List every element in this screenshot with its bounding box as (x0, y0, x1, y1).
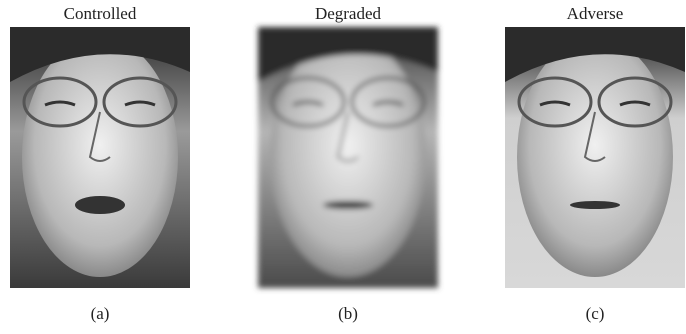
face-image (10, 27, 190, 288)
panel-title: Adverse (567, 4, 624, 23)
mouth (323, 201, 373, 209)
face (517, 37, 673, 277)
face (270, 37, 426, 277)
mouth (75, 196, 125, 214)
face-image (258, 27, 438, 288)
panel-caption: (b) (338, 304, 358, 323)
panel-title: Degraded (315, 4, 382, 23)
figure: Controlled (a) Degraded (b) Adverse (c) (0, 0, 686, 329)
mouth (570, 201, 620, 209)
panel-caption: (c) (586, 304, 605, 323)
face (22, 37, 178, 277)
face-image (505, 27, 685, 288)
panel-caption: (a) (91, 304, 110, 323)
panel-title: Controlled (64, 4, 137, 23)
